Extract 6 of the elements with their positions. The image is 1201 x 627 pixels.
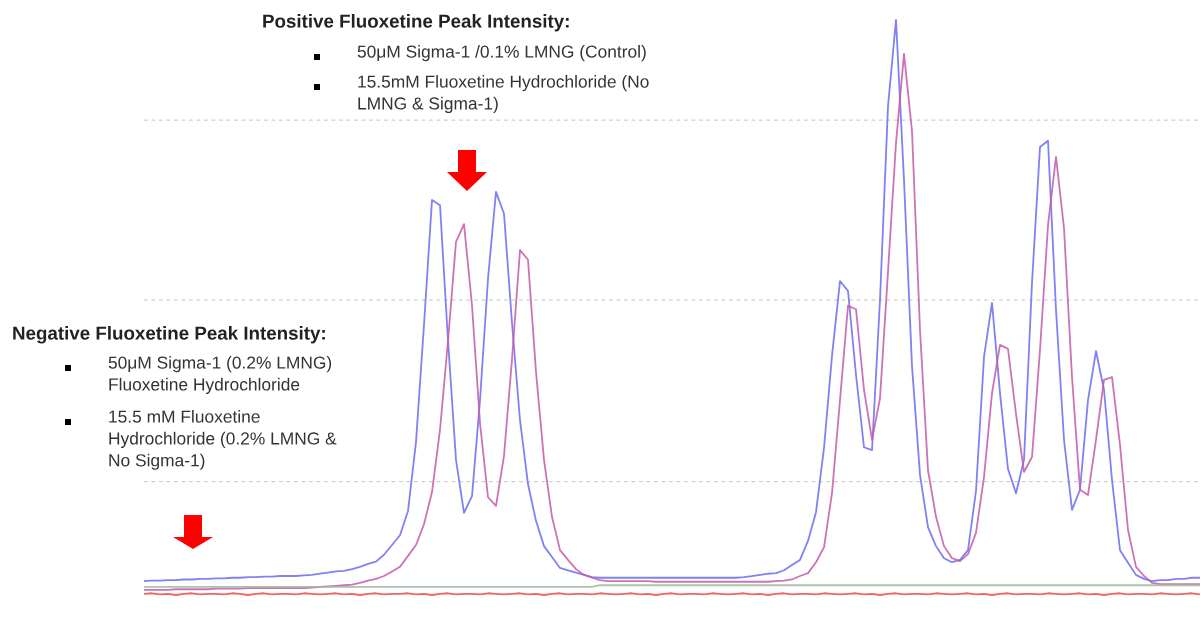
annotation: Positive Fluoxetine Peak Intensity:	[263, 14, 569, 32]
annotation: Negative Fluoxetine Peak Intensity:	[13, 326, 325, 344]
annotation: 15.5 mM Fluoxetine Hydrochloride (0.2% LMNG & No Sigma-1)	[109, 410, 337, 470]
annotation: 50μM Sigma-1 (0.2% LMNG) Fluoxetine Hydrochloride	[108, 356, 332, 395]
annotation: 50μM Sigma-1 /0.1% LMNG (Control)	[357, 45, 646, 62]
annotation: 15.5mM Fluoxetine Hydrochloride (No LMNG & Sigma-1)	[358, 75, 649, 114]
